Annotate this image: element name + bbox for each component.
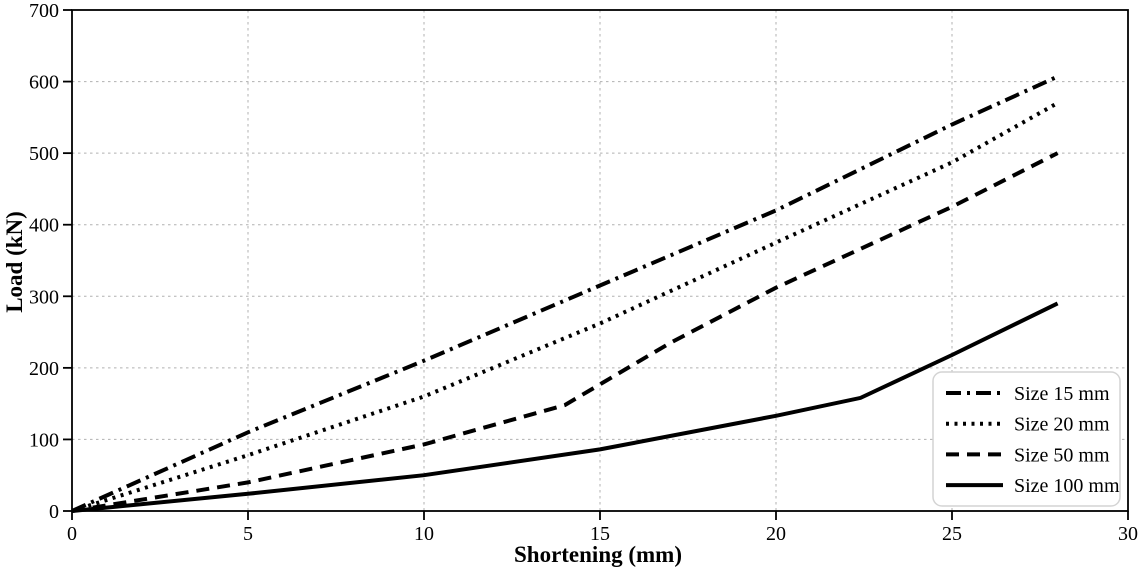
y-axis-title: Load (kN): [2, 211, 27, 313]
legend-label-size-20-mm: Size 20 mm: [1014, 414, 1110, 436]
y-tick-label-100: 100: [29, 429, 59, 451]
series-size-50-mm: [71, 151, 1059, 513]
legend-label-size-50-mm: Size 50 mm: [1014, 444, 1110, 466]
y-tick-label-0: 0: [49, 501, 59, 523]
series-size-15-mm: [71, 74, 1059, 513]
x-tick-label-25: 25: [942, 523, 962, 545]
y-tick-label-300: 300: [29, 286, 59, 308]
y-tick-label-500: 500: [29, 143, 59, 165]
y-tick-label-400: 400: [29, 215, 59, 237]
x-axis-title: Shortening (mm): [514, 542, 682, 567]
x-tick-label-15: 15: [590, 523, 610, 545]
x-tick-label-5: 5: [243, 523, 253, 545]
legend-label-size-100-mm: Size 100 mm: [1014, 475, 1120, 497]
gridlines: [72, 10, 1128, 511]
legend-label-size-15-mm: Size 15 mm: [1014, 383, 1110, 405]
legend-box-group: Size 15 mm Size 20 mm Size 50 mm Size 100 m…: [932, 371, 1121, 507]
x-tick-label-0: 0: [67, 523, 77, 545]
legend-box: [932, 371, 1121, 507]
x-tick-label-30: 30: [1118, 523, 1138, 545]
data-series: [71, 74, 1059, 513]
y-tick-label-600: 600: [29, 72, 59, 94]
series-size-20-mm: [71, 101, 1059, 513]
x-tick-label-10: 10: [414, 523, 434, 545]
x-tick-label-20: 20: [766, 523, 786, 545]
series-size-100-mm: [71, 301, 1059, 513]
y-tick-label-200: 200: [29, 358, 59, 380]
y-tick-label-700: 700: [29, 0, 59, 22]
